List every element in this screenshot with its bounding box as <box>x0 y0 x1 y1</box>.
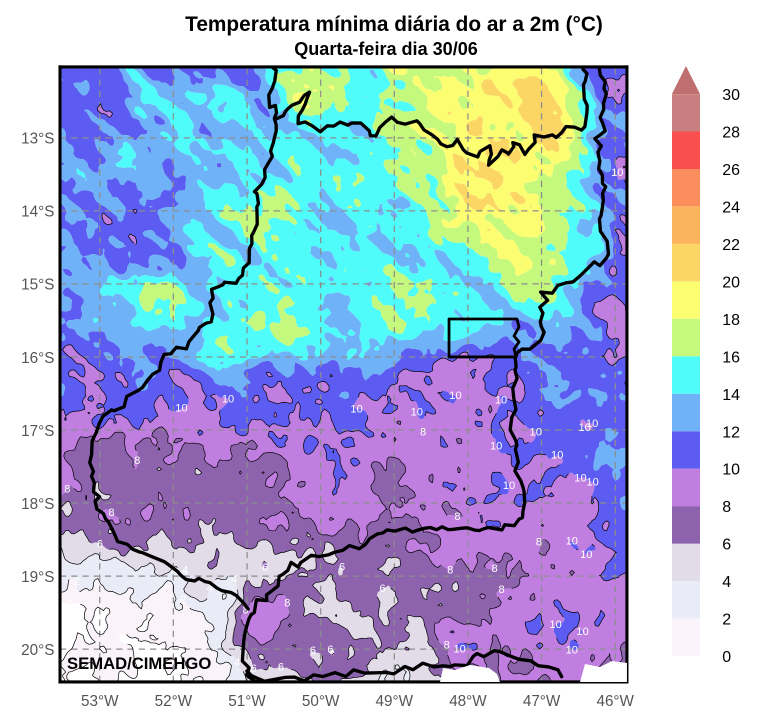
svg-text:4: 4 <box>231 574 237 586</box>
svg-text:6: 6 <box>250 663 256 675</box>
svg-text:8: 8 <box>64 483 70 495</box>
svg-text:6: 6 <box>379 583 385 595</box>
svg-text:20: 20 <box>722 274 740 291</box>
svg-text:48°W: 48°W <box>449 693 487 710</box>
svg-text:6: 6 <box>97 538 103 550</box>
svg-text:10: 10 <box>495 395 507 407</box>
svg-text:16°S: 16°S <box>21 350 54 367</box>
svg-text:0: 0 <box>116 633 122 645</box>
svg-text:10: 10 <box>175 403 187 415</box>
svg-text:49°W: 49°W <box>376 693 414 710</box>
svg-text:18: 18 <box>722 312 740 329</box>
svg-text:10: 10 <box>449 390 461 402</box>
svg-text:13°S: 13°S <box>21 131 54 148</box>
svg-text:10: 10 <box>586 477 598 489</box>
svg-text:10: 10 <box>574 472 586 484</box>
svg-text:Temperatura mínima diária do a: Temperatura mínima diária do ar a 2m (°C… <box>185 13 603 36</box>
svg-text:6: 6 <box>327 644 333 656</box>
svg-text:0: 0 <box>67 598 73 610</box>
svg-text:10: 10 <box>566 535 578 547</box>
svg-text:10: 10 <box>551 450 563 462</box>
svg-text:8: 8 <box>134 455 140 467</box>
svg-text:52°W: 52°W <box>155 693 193 710</box>
svg-text:16: 16 <box>722 349 740 366</box>
svg-text:8: 8 <box>444 639 450 651</box>
svg-text:8: 8 <box>243 605 249 617</box>
svg-text:6: 6 <box>310 645 316 657</box>
svg-text:50°W: 50°W <box>302 693 340 710</box>
svg-text:8: 8 <box>447 564 453 576</box>
svg-text:46°W: 46°W <box>596 693 634 710</box>
svg-text:4: 4 <box>182 564 188 576</box>
svg-text:10: 10 <box>566 645 578 657</box>
svg-text:SEMAD/CIMEHGO: SEMAD/CIMEHGO <box>67 654 211 673</box>
svg-text:8: 8 <box>498 584 504 596</box>
svg-text:20°S: 20°S <box>21 642 54 659</box>
svg-text:2: 2 <box>180 594 186 606</box>
svg-text:10: 10 <box>453 644 465 656</box>
svg-text:2: 2 <box>722 612 731 629</box>
svg-text:2: 2 <box>74 576 80 588</box>
svg-text:10: 10 <box>350 403 362 415</box>
svg-text:10: 10 <box>530 427 542 439</box>
svg-text:19°S: 19°S <box>21 569 54 586</box>
svg-text:22: 22 <box>722 237 740 254</box>
svg-text:14°S: 14°S <box>21 204 54 221</box>
svg-text:10: 10 <box>578 422 590 434</box>
svg-text:10: 10 <box>490 440 502 452</box>
svg-text:53°W: 53°W <box>81 693 119 710</box>
svg-text:8: 8 <box>491 563 497 575</box>
svg-text:4: 4 <box>207 583 213 595</box>
svg-text:10: 10 <box>549 619 561 631</box>
svg-text:14: 14 <box>722 387 740 404</box>
svg-text:10: 10 <box>411 407 423 419</box>
svg-text:12: 12 <box>722 424 740 441</box>
svg-text:51°W: 51°W <box>228 693 266 710</box>
svg-text:28: 28 <box>722 125 740 142</box>
svg-text:10: 10 <box>576 626 588 638</box>
svg-text:6: 6 <box>278 661 284 673</box>
svg-text:0: 0 <box>722 649 731 666</box>
svg-text:10: 10 <box>586 418 598 430</box>
svg-text:47°W: 47°W <box>523 693 561 710</box>
svg-text:8: 8 <box>722 499 731 516</box>
svg-text:6: 6 <box>339 562 345 574</box>
svg-text:8: 8 <box>420 427 426 439</box>
svg-text:8: 8 <box>454 511 460 523</box>
svg-text:15°S: 15°S <box>21 277 54 294</box>
svg-text:17°S: 17°S <box>21 423 54 440</box>
svg-text:24: 24 <box>722 200 740 217</box>
svg-text:26: 26 <box>722 162 740 179</box>
svg-text:30: 30 <box>722 87 740 104</box>
svg-text:10: 10 <box>503 480 515 492</box>
svg-text:8: 8 <box>536 536 542 548</box>
svg-text:4: 4 <box>722 574 731 591</box>
svg-text:6: 6 <box>262 562 268 574</box>
svg-text:10: 10 <box>222 393 234 405</box>
svg-text:10: 10 <box>722 462 740 479</box>
svg-text:Quarta-feira dia 30/06: Quarta-feira dia 30/06 <box>294 39 478 59</box>
svg-text:8: 8 <box>284 598 290 610</box>
svg-text:8: 8 <box>108 507 114 519</box>
svg-text:4: 4 <box>234 657 240 669</box>
svg-text:10: 10 <box>580 549 592 561</box>
svg-text:6: 6 <box>722 537 731 554</box>
svg-text:10: 10 <box>611 167 623 179</box>
svg-text:18°S: 18°S <box>21 496 54 513</box>
